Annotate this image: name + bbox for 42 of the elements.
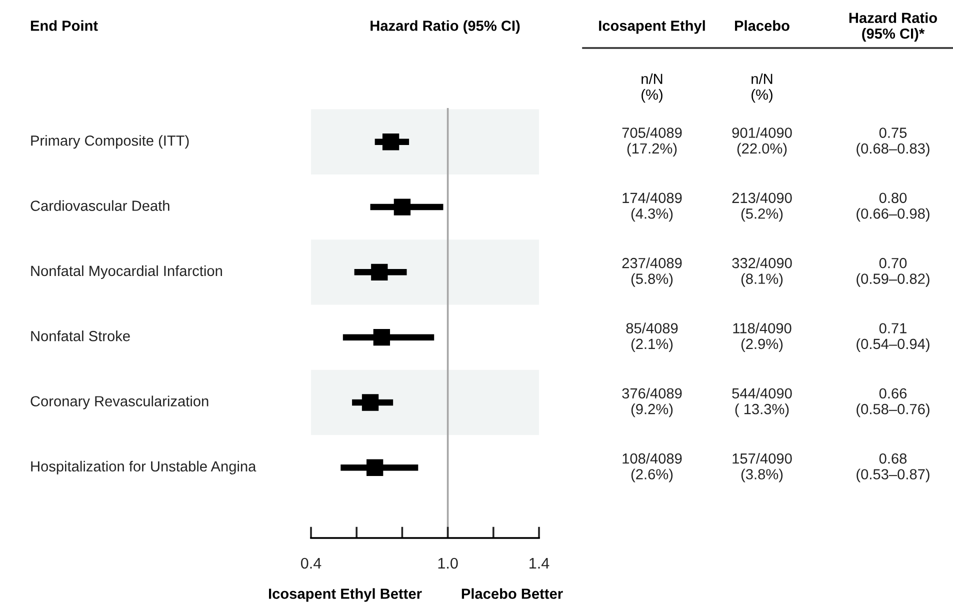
data-label: 0.66 (0.58–0.76) (856, 388, 930, 418)
text: Placebo Better (462, 588, 563, 599)
x-tick-label: 1.0 (438, 558, 458, 569)
text: 85/4089 (2.1%) (626, 322, 678, 352)
text: End Point (30, 20, 98, 31)
y-tick-label: Hospitalization for Unstable Angina (31, 460, 256, 474)
text: n/N (%) (752, 73, 772, 103)
text: 376/4089 (9.2%) (622, 388, 682, 418)
text: n/N (%) (642, 73, 662, 103)
text: 118/4090 (2.9%) (733, 322, 792, 352)
y-tick-label: Coronary Revascularization (30, 396, 208, 410)
text: 213/4090 (5.2%) (732, 192, 792, 222)
text: 237/4089 (5.8%) (622, 258, 682, 287)
y-tick-label: Cardiovascular Death (30, 200, 170, 211)
data-label: 0.70 (0.59–0.82) (856, 258, 930, 287)
text: 544/4090 ( 13.3%) (732, 388, 792, 418)
x-tick-label: 1.4 (530, 558, 550, 569)
text: 705/4089 (17.2%) (622, 127, 682, 157)
data-label: 0.75 (0.68–0.83) (856, 128, 930, 157)
y-tick-label: Nonfatal Stroke (31, 330, 130, 342)
text: 108/4089 (2.6%) (622, 452, 682, 482)
text: 157/4090 (3.8%) (732, 452, 792, 482)
point (394, 198, 411, 216)
point (371, 264, 388, 281)
text: 174/4089 (4.3%) (622, 192, 682, 222)
data-label: 0.68 (0.53–0.87) (856, 453, 930, 482)
x-tick-label: 0.4 (300, 558, 322, 569)
y-tick-label: Primary Composite (ITT) (31, 135, 189, 149)
text: Hazard Ratio (95% CI)* (849, 12, 937, 42)
text: Placebo (735, 20, 790, 31)
data-label: 0.71 (0.54–0.94) (856, 323, 930, 352)
point (382, 134, 400, 150)
text: 332/4090 (8.1%) (732, 258, 792, 287)
data-label: 0.80 (0.66–0.98) (856, 192, 930, 222)
y-tick-label: Nonfatal Myocardial Infarction (31, 265, 222, 279)
text: Icosapent Ethyl (599, 20, 705, 34)
point (362, 394, 379, 411)
text: Icosapent Ethyl Better (268, 588, 422, 602)
point (366, 459, 384, 476)
text: 901/4090 (22.0%) (732, 127, 792, 157)
chart-title: Hazard Ratio (95% CI) (370, 20, 520, 34)
point (373, 329, 390, 346)
